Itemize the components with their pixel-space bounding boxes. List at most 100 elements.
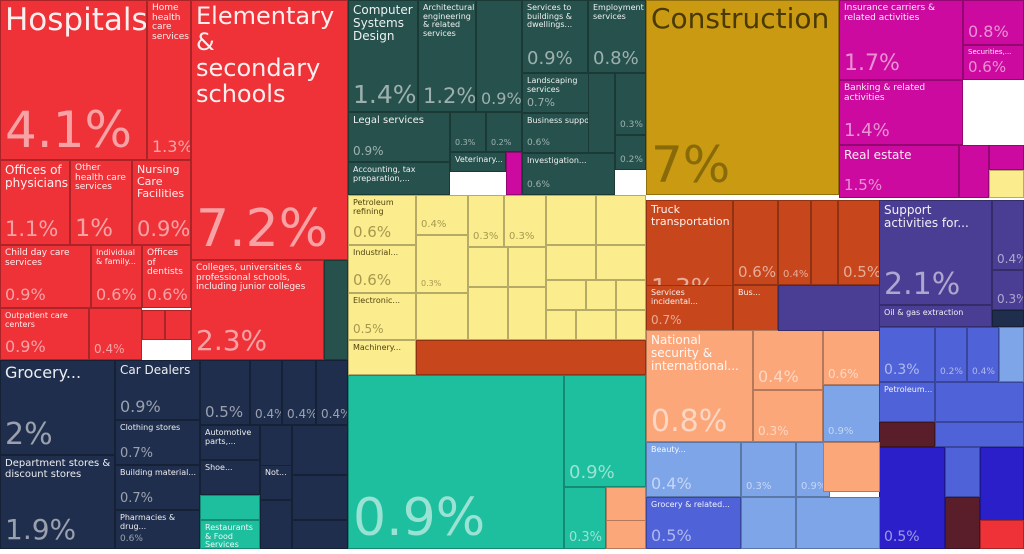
cell-label: Offices of dentists [147, 248, 183, 278]
treemap-cell [989, 145, 1024, 170]
treemap-cell: Petroleum refining 0.6% [348, 195, 416, 245]
cell-label: Securities,... [968, 48, 1012, 56]
cell-label: Services incidental... [651, 288, 698, 306]
cell-label: Department stores & discount stores [5, 458, 111, 480]
cell-value: 0.9% [353, 144, 384, 158]
treemap-cell [980, 520, 1024, 549]
treemap-cell: Investigation... 0.6% [522, 153, 615, 195]
treemap-cell [596, 195, 646, 245]
treemap-cell: Nursing Care Facilities 0.9% [132, 160, 191, 245]
treemap-cell: Shoe... [200, 460, 260, 495]
treemap-cell: Legal services 0.9% [348, 112, 450, 162]
treemap-cell: 0.4% [753, 330, 823, 390]
cell-label: Not... [265, 468, 287, 477]
cell-value: 0.9% [569, 462, 615, 483]
cell-label: Computer Systems Design [353, 3, 413, 43]
treemap-cell: 0.5% [200, 360, 250, 425]
cell-label: Restaurants & Food Services [205, 523, 253, 549]
treemap-cell: 0.8% [963, 0, 1024, 45]
cell-value: 0.4% [287, 407, 316, 421]
treemap-cell: 0.3% [504, 195, 546, 247]
cell-value: 0.9% [801, 481, 827, 492]
cell-value: 0.6% [828, 367, 859, 381]
cell-label: Outpatient care centers [5, 311, 68, 329]
treemap-cell [935, 382, 1024, 422]
treemap-cell [324, 260, 348, 360]
treemap-cell: Construction 7% [646, 0, 839, 195]
treemap-cell: 0.2% [486, 112, 522, 152]
treemap-cell: 0.9% [476, 0, 522, 112]
treemap-cell: Offices of physicians 1.1% [0, 160, 70, 245]
cell-label: Pharmacies & drug... [120, 513, 176, 531]
treemap-cell [546, 280, 586, 310]
treemap-cell: 0.4% [89, 308, 142, 360]
cell-value: 0.9% [481, 89, 522, 108]
cell-value: 0.4% [972, 367, 995, 377]
cell-value: 0.6% [353, 271, 392, 289]
cell-label: Hospitals [5, 2, 147, 38]
cell-value: 0.3% [569, 530, 603, 545]
cell-value: 0.3% [455, 138, 476, 147]
treemap-cell [546, 310, 576, 340]
treemap-cell: Offices of dentists 0.6% [142, 245, 191, 308]
cell-label: Real estate [844, 148, 912, 162]
treemap-cell: 0.4% [282, 360, 316, 425]
treemap-cell [588, 73, 615, 153]
treemap-cell [586, 280, 616, 310]
treemap-cell: 0.4% [416, 195, 468, 235]
treemap-cell: 0.2% [935, 327, 967, 382]
treemap-cell: Outpatient care centers 0.9% [0, 308, 89, 360]
cell-label: Support activities for... [884, 203, 969, 230]
treemap-cell: 0.3% [753, 390, 823, 442]
treemap-cell: Clothing stores 0.7% [115, 420, 200, 465]
treemap-cell: 0.4% [250, 360, 282, 425]
treemap-cell: 0.5% [879, 447, 945, 549]
cell-value: 0.3% [620, 120, 643, 130]
cell-label: Services to buildings & dwellings... [527, 3, 573, 30]
treemap-cell: 0.6% [823, 330, 880, 385]
cell-label: Truck transportation [651, 203, 730, 228]
cell-value: 0.7% [120, 446, 154, 461]
treemap-cell: Services to buildings & dwellings... 0.9% [522, 0, 588, 73]
cell-value: 0.3% [473, 231, 499, 242]
treemap-cell: Insurance carriers & related activities 1… [839, 0, 963, 80]
cell-label: Petroleum... [884, 385, 933, 394]
cell-value: 0.9% [527, 48, 573, 69]
treemap-cell [468, 287, 508, 340]
cell-label: Building material... [120, 468, 197, 477]
cell-value: 4.1% [5, 101, 133, 159]
treemap-cell: 0.3% [879, 327, 935, 382]
cell-label: Insurance carriers & related activities [844, 3, 936, 23]
cell-label: Industrial... [353, 248, 399, 257]
treemap-cell: 0.3% [564, 487, 606, 549]
cell-value: 0.3% [509, 231, 535, 242]
treemap-cell: 0.4% [967, 327, 999, 382]
treemap-cell: 0.4% [992, 200, 1024, 270]
treemap-cell: 0.9% [564, 375, 646, 487]
treemap-cell: Bus... [733, 285, 778, 331]
treemap-cell [508, 247, 546, 287]
cell-label: Car Dealers [120, 363, 191, 377]
treemap-cell [576, 310, 616, 340]
treemap-cell [416, 340, 646, 375]
cell-value: 0.6% [96, 285, 137, 304]
cell-value: 0.3% [421, 279, 442, 288]
cell-value: 0.6% [120, 534, 143, 544]
cell-value: 0.9% [120, 397, 161, 416]
treemap-cell: Individual & family... 0.6% [91, 245, 142, 308]
treemap-cell: 0.3% [468, 195, 504, 247]
cell-value: 0.4% [758, 367, 799, 386]
treemap-cell [546, 245, 596, 280]
cell-label: Construction [651, 2, 830, 35]
treemap-cell [989, 170, 1024, 198]
treemap-cell [999, 327, 1024, 382]
cell-value: 0.8% [593, 48, 639, 69]
treemap-cell: 0.3% [416, 235, 468, 293]
cell-value: 0.9% [5, 285, 46, 304]
cell-value: 1.3% [152, 137, 191, 156]
cell-value: 0.5% [651, 526, 692, 545]
cell-value: 7% [651, 136, 731, 194]
cell-label: Accounting, tax preparation,... [353, 165, 416, 183]
cell-value: 1.4% [844, 120, 890, 141]
